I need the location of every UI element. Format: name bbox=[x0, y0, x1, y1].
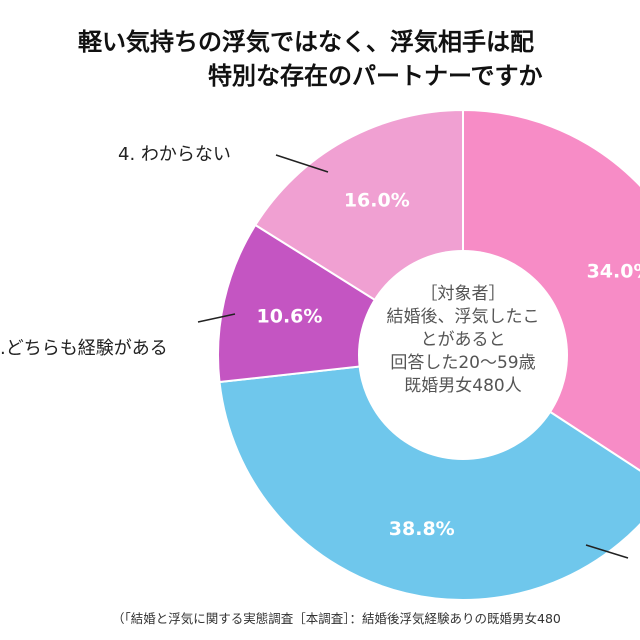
chart-title-line-1: 軽い気持ちの浮気ではなく、浮気相手は配 bbox=[78, 28, 534, 56]
slice-percent-label: 16.0% bbox=[344, 189, 410, 211]
leader-line-blue bbox=[585, 544, 629, 559]
slice-percent-label: 34.0% bbox=[587, 260, 640, 282]
donut-hole bbox=[358, 250, 568, 460]
leader-line-4 bbox=[275, 154, 329, 173]
chart-title-line-2: 特別な存在のパートナーですか bbox=[208, 62, 543, 90]
center-line: ［対象者］ bbox=[420, 284, 506, 304]
center-line: とがあると bbox=[420, 330, 506, 350]
center-line: 回答した20〜59歳 bbox=[390, 353, 536, 373]
slice-percent-label: 10.6% bbox=[257, 305, 323, 327]
source-note: （「結婚と浮気に関する実態調査［本調査］：結婚後浮気経験ありの既婚男女480 bbox=[112, 611, 561, 626]
center-text: ［対象者］ 結婚後、浮気したこ とがあると 回答した20〜59歳 既婚男女480… bbox=[363, 283, 563, 398]
center-line: 結婚後、浮気したこ bbox=[386, 307, 540, 327]
slice-label-4: 4. わからない bbox=[118, 144, 231, 165]
leader-line-3 bbox=[197, 313, 236, 323]
slice-label-3: .どちらも経験がある bbox=[0, 338, 168, 359]
center-line: 既婚男女480人 bbox=[404, 376, 522, 396]
slice-percent-label: 38.8% bbox=[389, 518, 455, 540]
